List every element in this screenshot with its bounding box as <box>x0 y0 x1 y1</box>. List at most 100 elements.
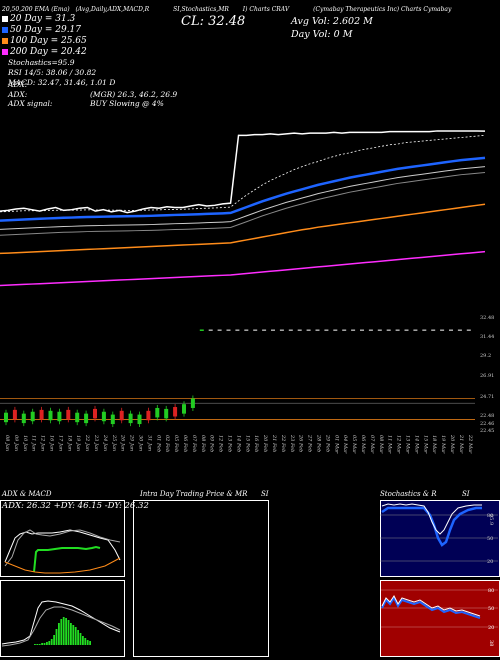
candle-body <box>368 329 373 331</box>
candle-y-tick: 32.48 <box>480 315 494 321</box>
stoch-line-blue <box>381 506 482 547</box>
candle-body <box>324 329 329 331</box>
candle-body <box>449 329 453 331</box>
candle-y-tick: 29.2 <box>480 353 491 359</box>
candle-body <box>413 329 418 331</box>
ema-band-line <box>0 172 486 236</box>
buy-signal-text: BUY Slowing @ 4% <box>90 99 164 108</box>
candle-y-tick: 31.44 <box>480 334 494 340</box>
candle-y-tick: 24.71 <box>480 394 494 400</box>
candle-x-label: 19 Jan <box>75 435 81 451</box>
candles-marks <box>4 329 471 428</box>
macd-bar <box>89 641 91 645</box>
adx-line-orange <box>4 557 121 574</box>
macd-bar <box>86 640 89 645</box>
ema-band-line <box>0 166 486 230</box>
candle-x-label: 19 Mar <box>440 435 446 454</box>
candle-x-label: 28 Feb <box>316 434 322 452</box>
candle-x-label: 31 Jan <box>146 435 152 451</box>
ma50-label: 50 Day = 29.17 <box>10 25 82 35</box>
rsi-value: 38 <box>488 640 494 646</box>
ema100-line <box>0 203 486 255</box>
candle-x-label: 29 Jan <box>129 434 135 451</box>
candle-x-label: 22 Jan <box>84 434 90 451</box>
rsi-tick-20: 20 <box>488 625 494 631</box>
candle-body <box>422 329 427 331</box>
ma100-legend: 100 Day = 25.65 <box>2 36 87 46</box>
adx-text: ADX: <box>8 90 28 99</box>
candle-x-label: 01 Mar <box>333 435 339 454</box>
stochastics-panel <box>380 500 500 577</box>
candle-y-tick: 22.48 <box>480 413 494 419</box>
macd-bar <box>72 625 75 645</box>
adx-panel-title: ADX & MACD <box>2 490 52 498</box>
intraday-panel <box>133 500 269 657</box>
candle-x-label: 07 Mar <box>369 435 375 454</box>
macd-line-gray <box>1 606 121 647</box>
macd-bar <box>74 627 77 645</box>
ema-lines-group <box>0 130 486 287</box>
stochastics-readout: Stochastics=95.9 <box>8 58 75 67</box>
ema50-line <box>0 156 486 222</box>
candle-x-label: 26 Feb <box>298 434 304 452</box>
ema200-line <box>0 250 486 287</box>
macd-bar <box>53 635 55 645</box>
candle-x-label: 22 Feb <box>280 434 286 452</box>
rsi-chart: 80 50 20 38 <box>380 588 498 646</box>
macd-readout: MACD: 32.47, 31.46, 1.01 D <box>8 78 116 87</box>
candle-x-label: 12 Jan <box>40 435 46 451</box>
ma20-legend: 20 Day = 31.3 <box>2 14 75 24</box>
si2-panel-title: SI <box>462 490 470 498</box>
candle-x-label: 10 Jan <box>22 435 28 451</box>
macd-bar <box>43 643 46 645</box>
candle-x-label: 16 Feb <box>253 435 259 452</box>
candle-body <box>288 329 293 331</box>
candle-body <box>333 329 338 331</box>
candle-x-label: 23 Jan <box>93 434 99 451</box>
stoch-line-white <box>381 503 482 535</box>
candle-x-label: 05 Mar <box>351 435 357 454</box>
candle-body <box>306 329 311 331</box>
candle-body <box>199 329 204 331</box>
price-line <box>0 130 486 214</box>
candle-body <box>440 329 445 331</box>
candle-x-label: 09 Feb <box>209 435 215 452</box>
candle-x-label: 14 Feb <box>235 435 241 452</box>
candle-y-tick: 22.46 <box>480 421 494 427</box>
candle-x-label: 27 Feb <box>307 434 313 452</box>
ma50-legend: 50 Day = 29.17 <box>2 25 81 35</box>
candle-body <box>271 329 275 331</box>
close-price: CL: 32.48 <box>181 14 246 29</box>
ma100-label: 100 Day = 25.65 <box>10 36 87 46</box>
macd-bar <box>58 623 60 645</box>
ma20-label: 20 Day = 31.3 <box>10 14 76 24</box>
candle-body <box>226 329 231 331</box>
macd-histogram <box>34 617 91 645</box>
candle-y-tick: 26.91 <box>480 373 494 379</box>
candle-x-label: 25 Jan <box>111 434 117 451</box>
candle-y-tick: 22.45 <box>480 428 494 434</box>
candle-x-label: 29 Feb <box>324 434 330 452</box>
candle-x-label: 06 Mar <box>360 435 366 454</box>
macd-bar <box>36 644 39 645</box>
candle-x-label: 11 Mar <box>387 435 393 454</box>
macd-bar <box>82 636 84 645</box>
candle-body <box>351 329 356 331</box>
candle-x-label: 30 Jan <box>138 435 144 451</box>
candle-body <box>297 329 302 331</box>
candles-x-labels: 08 Jan 09 Jan 10 Jan 11 Jan 12 Jan 16 Jan 17 J… <box>4 434 473 454</box>
candle-x-label: 20 Mar <box>449 434 455 454</box>
candle-x-label: 18 Mar <box>431 435 437 454</box>
adx-line-green <box>33 545 101 573</box>
macd-bar <box>55 629 58 645</box>
candle-body <box>262 329 267 331</box>
stoch-value: 95.9 <box>488 514 494 525</box>
header-line-1: 20,50,200 EMA (Ema) (Avg,Daily,ADX,MACD,… <box>2 6 451 13</box>
candle-x-label: 13 Mar <box>405 435 411 454</box>
candle-x-label: 21 Feb <box>271 434 277 452</box>
adx-signal-text: ADX signal: <box>8 99 53 108</box>
macd-bar <box>50 639 53 645</box>
rsi-line-white <box>381 595 481 617</box>
candle-body <box>253 329 258 331</box>
candle-body <box>395 329 400 331</box>
